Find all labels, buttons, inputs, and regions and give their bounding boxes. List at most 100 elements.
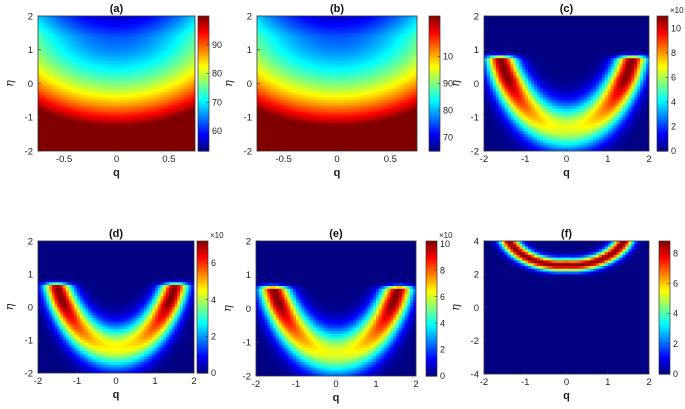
heatmap-cell	[265, 16, 270, 20]
heatmap-cell	[348, 122, 352, 127]
heatmap-cell	[102, 83, 106, 87]
heatmap-cell	[147, 97, 151, 101]
heatmap-cell	[99, 106, 104, 110]
heatmap-cell	[178, 72, 182, 76]
heatmap-cell	[311, 49, 315, 54]
heatmap-cell	[166, 77, 171, 82]
heatmap-cell	[337, 44, 341, 48]
heatmap-cell	[351, 58, 355, 62]
heatmap-cell	[328, 94, 332, 99]
heatmap-cell	[319, 44, 324, 48]
heatmap-cell	[60, 103, 64, 107]
heatmap-cell	[60, 58, 64, 62]
heatmap-cell	[94, 61, 98, 65]
heatmap-cell	[178, 24, 182, 28]
heatmap-cell	[169, 91, 174, 96]
colorbar-segment	[198, 53, 209, 57]
heatmap-cell	[119, 77, 123, 82]
heatmap-cell	[141, 108, 146, 113]
heatmap-cell	[299, 106, 304, 110]
heatmap-cell	[382, 16, 387, 20]
heatmap-cell	[319, 142, 324, 146]
heatmap-cell	[277, 30, 281, 34]
heatmap-cell	[74, 117, 78, 121]
heatmap-cell	[357, 91, 361, 96]
heatmap-cell	[385, 122, 390, 127]
heatmap-cell	[102, 72, 106, 76]
heatmap-cell	[274, 46, 278, 51]
heatmap-cell	[186, 134, 190, 138]
heatmap-cell	[288, 55, 292, 59]
heatmap-cell	[282, 32, 287, 37]
colorbar-segment	[198, 148, 209, 152]
heatmap-cell	[362, 44, 367, 48]
heatmap-cell	[342, 131, 347, 135]
heatmap-cell	[52, 66, 56, 71]
heatmap-cell	[257, 46, 261, 51]
heatmap-cell	[314, 69, 318, 73]
heatmap-cell	[74, 148, 78, 151]
heatmap-cell	[158, 46, 162, 51]
heatmap-cell	[150, 122, 154, 127]
heatmap-cell	[365, 114, 370, 118]
heatmap-cell	[337, 114, 341, 118]
heatmap-cell	[331, 89, 335, 93]
heatmap-cell	[317, 18, 321, 23]
heatmap-cell	[99, 77, 104, 82]
heatmap-cell	[354, 103, 358, 107]
heatmap-cell	[99, 122, 104, 127]
heatmap-cell	[337, 100, 341, 104]
heatmap-cell	[80, 80, 84, 85]
heatmap-cell	[277, 139, 281, 144]
heatmap-cell	[91, 69, 95, 73]
heatmap-cell	[141, 32, 146, 37]
heatmap-cell	[294, 61, 298, 65]
heatmap-cell	[362, 38, 367, 42]
heatmap-cell	[57, 69, 62, 73]
heatmap-cell	[178, 108, 182, 113]
heatmap-cell	[277, 142, 281, 146]
heatmap-cell	[262, 16, 267, 20]
heatmap-cell	[348, 49, 352, 54]
heatmap-cell	[277, 69, 281, 73]
heatmap-cell	[141, 24, 146, 28]
heatmap-cell	[371, 148, 375, 151]
heatmap-cell	[158, 44, 162, 48]
heatmap-cell	[91, 131, 95, 135]
heatmap-cell	[180, 21, 185, 26]
heatmap-cell	[319, 120, 324, 124]
heatmap-cell	[166, 114, 171, 118]
heatmap-cell	[164, 86, 168, 90]
heatmap-cell	[294, 120, 298, 124]
heatmap-cell	[68, 106, 73, 110]
heatmap-cell	[348, 21, 352, 26]
heatmap-cell	[189, 38, 193, 42]
heatmap-cell	[294, 16, 298, 20]
heatmap-cell	[71, 103, 76, 107]
heatmap-cell	[345, 83, 350, 87]
heatmap-cell	[279, 117, 284, 121]
heatmap-cell	[152, 61, 157, 65]
heatmap-cell	[345, 142, 350, 146]
heatmap-cell	[189, 80, 193, 85]
heatmap-cell	[274, 58, 278, 62]
heatmap-cell	[354, 49, 358, 54]
heatmap-cell	[305, 94, 310, 99]
heatmap-cell	[282, 103, 287, 107]
heatmap-cell	[77, 122, 81, 127]
heatmap-cell	[334, 49, 338, 54]
heatmap-cell	[299, 58, 304, 62]
heatmap-cell	[166, 66, 171, 71]
heatmap-cell	[122, 24, 126, 28]
heatmap-cell	[133, 61, 137, 65]
heatmap-cell	[285, 32, 290, 37]
heatmap-cell	[175, 145, 179, 149]
heatmap-cell	[85, 103, 90, 107]
heatmap-cell	[288, 24, 292, 28]
heatmap-cell	[357, 66, 361, 71]
heatmap-cell	[351, 55, 355, 59]
heatmap-cell	[285, 66, 290, 71]
heatmap-cell	[130, 75, 134, 79]
heatmap-cell	[180, 18, 185, 23]
heatmap-cell	[271, 58, 275, 62]
